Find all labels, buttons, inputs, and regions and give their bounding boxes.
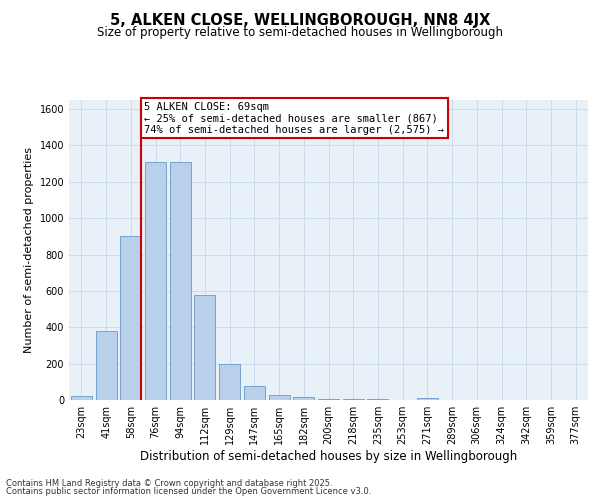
Y-axis label: Number of semi-detached properties: Number of semi-detached properties — [24, 147, 34, 353]
Bar — [367, 399, 388, 400]
Bar — [293, 398, 314, 400]
Bar — [120, 236, 141, 400]
Bar — [95, 331, 116, 400]
Bar — [170, 162, 191, 400]
Text: Contains public sector information licensed under the Open Government Licence v3: Contains public sector information licen… — [6, 487, 371, 496]
Bar — [145, 162, 166, 400]
Bar — [417, 398, 438, 400]
Text: 5 ALKEN CLOSE: 69sqm
← 25% of semi-detached houses are smaller (867)
74% of semi: 5 ALKEN CLOSE: 69sqm ← 25% of semi-detac… — [144, 102, 444, 134]
Bar — [244, 386, 265, 400]
Bar — [343, 399, 364, 400]
Bar — [71, 396, 92, 400]
Text: 5, ALKEN CLOSE, WELLINGBOROUGH, NN8 4JX: 5, ALKEN CLOSE, WELLINGBOROUGH, NN8 4JX — [110, 12, 490, 28]
Text: Contains HM Land Registry data © Crown copyright and database right 2025.: Contains HM Land Registry data © Crown c… — [6, 478, 332, 488]
Bar — [219, 364, 240, 400]
Text: Size of property relative to semi-detached houses in Wellingborough: Size of property relative to semi-detach… — [97, 26, 503, 39]
Bar — [318, 399, 339, 400]
X-axis label: Distribution of semi-detached houses by size in Wellingborough: Distribution of semi-detached houses by … — [140, 450, 517, 463]
Bar — [269, 394, 290, 400]
Bar — [194, 296, 215, 400]
